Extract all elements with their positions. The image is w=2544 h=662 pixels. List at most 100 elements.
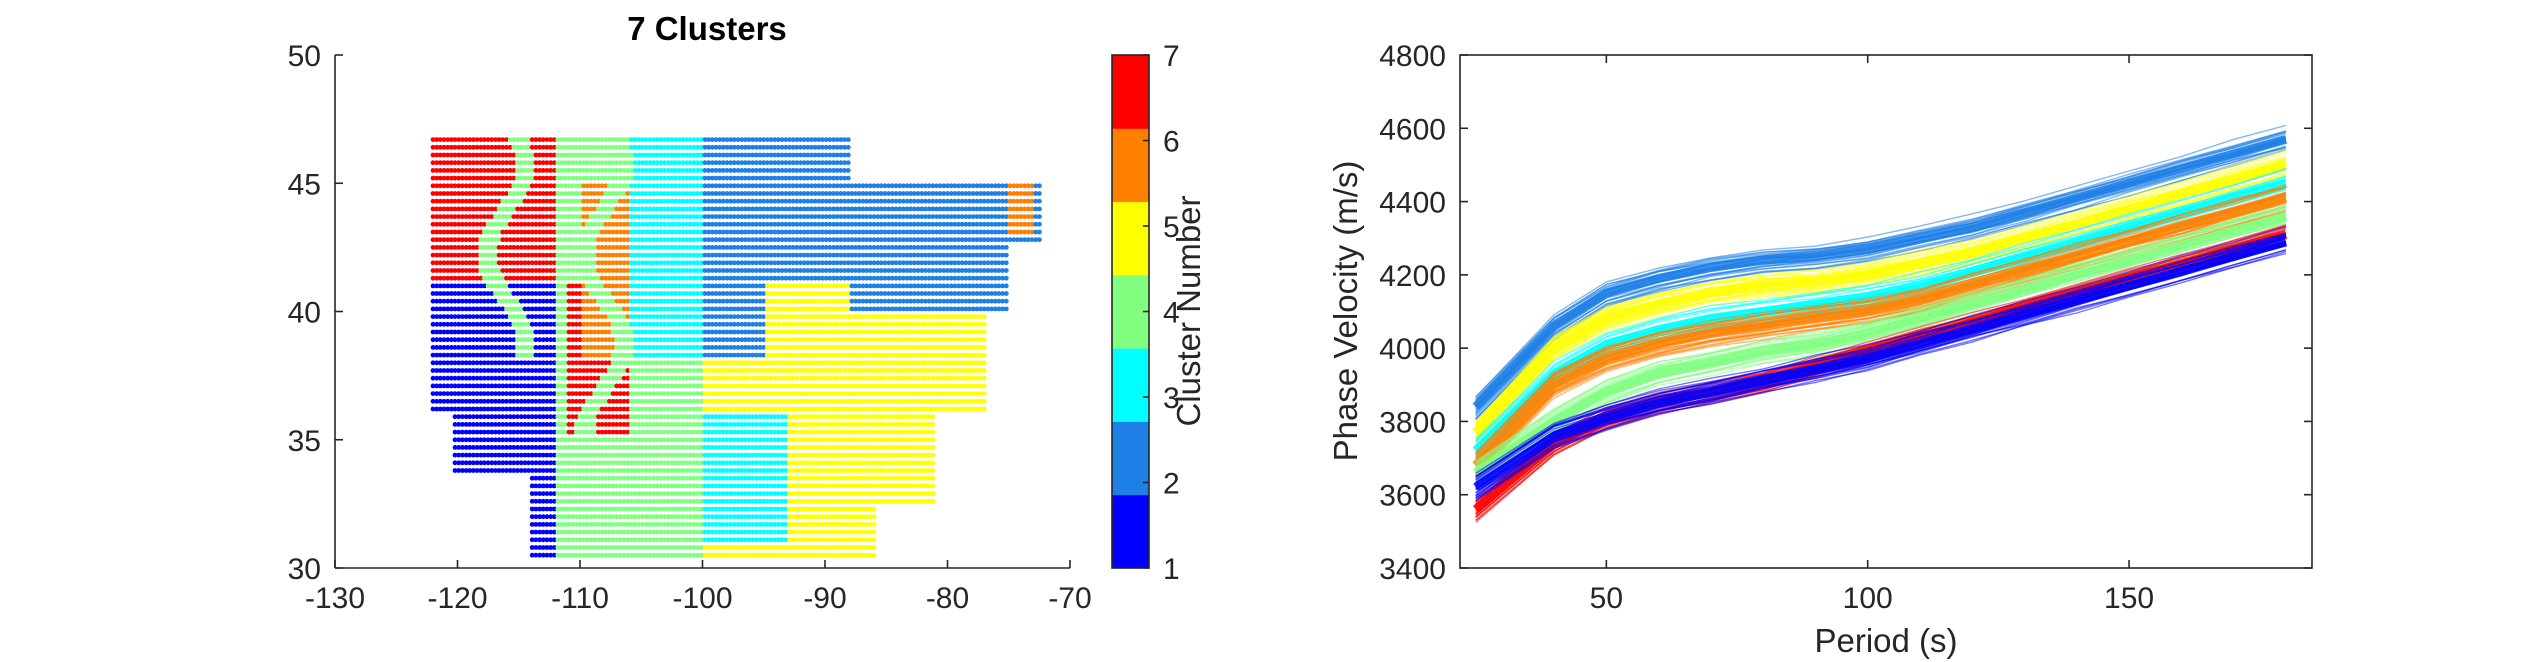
map-point	[610, 514, 616, 520]
map-point	[761, 545, 767, 550]
map-point	[647, 491, 653, 496]
map-point	[618, 522, 623, 527]
map-point	[724, 537, 730, 543]
map-point	[603, 529, 609, 535]
map-point	[820, 545, 825, 550]
map-point	[596, 498, 601, 504]
map-point	[669, 537, 675, 543]
map-point	[735, 498, 741, 504]
map-point	[787, 545, 792, 550]
map-point	[981, 329, 987, 335]
map-point	[669, 498, 675, 504]
map-point	[540, 506, 546, 512]
map-point	[783, 491, 789, 496]
map-point	[559, 529, 564, 535]
map-point	[798, 552, 803, 558]
map-point	[632, 514, 638, 520]
map-point	[691, 552, 697, 558]
map-point	[772, 506, 778, 512]
map-point	[790, 522, 796, 527]
map-point	[845, 491, 851, 496]
map-point	[728, 506, 734, 512]
map-point	[860, 498, 866, 504]
map-point	[724, 552, 730, 558]
map-point	[849, 506, 855, 512]
map-point	[713, 491, 719, 496]
map-point	[728, 498, 734, 504]
map-point	[787, 514, 792, 520]
map-point	[901, 491, 906, 496]
map-point	[709, 498, 715, 504]
map-point	[823, 552, 829, 558]
map-point	[533, 514, 539, 520]
map-point	[544, 545, 550, 550]
map-point	[559, 491, 564, 496]
map-point	[750, 498, 756, 504]
map-point	[761, 506, 767, 512]
map-point	[607, 529, 612, 535]
map-point	[761, 537, 767, 543]
map-point	[570, 545, 575, 550]
map-point	[687, 498, 693, 504]
map-point	[662, 545, 667, 550]
map-point	[713, 545, 719, 550]
map-point	[599, 552, 605, 558]
map-point	[643, 537, 649, 543]
map-point	[981, 337, 987, 343]
map-point	[853, 545, 858, 550]
map-point	[632, 552, 638, 558]
map-point	[544, 537, 550, 543]
map-point	[809, 506, 814, 512]
map-point	[537, 545, 542, 550]
map-point	[779, 498, 785, 504]
map-point	[827, 545, 833, 550]
map-point	[849, 529, 855, 535]
map-point	[856, 529, 862, 535]
map-point	[643, 522, 649, 527]
map-point	[757, 529, 763, 535]
map-point	[562, 522, 568, 527]
map-point	[614, 552, 620, 558]
map-point	[632, 545, 638, 550]
map-point	[647, 522, 653, 527]
map-point	[577, 529, 583, 535]
map-point	[687, 552, 693, 558]
map-point	[562, 498, 568, 504]
map-point	[695, 514, 700, 520]
map-point	[662, 491, 667, 496]
map-point	[625, 498, 631, 504]
map-point	[871, 506, 877, 512]
map-point	[640, 491, 645, 496]
map-point	[551, 483, 557, 489]
map-point	[562, 545, 568, 550]
map-point	[702, 498, 708, 504]
map-point	[533, 483, 539, 489]
map-point	[603, 498, 609, 504]
map-point	[570, 483, 575, 489]
map-point	[662, 552, 667, 558]
map-point	[621, 537, 627, 543]
map-point	[702, 552, 708, 558]
map-point	[845, 522, 851, 527]
map-point	[610, 552, 616, 558]
map-point	[684, 514, 689, 520]
map-point	[665, 522, 671, 527]
map-point	[691, 514, 697, 520]
map-point	[882, 491, 888, 496]
map-point	[823, 498, 829, 504]
map-point	[757, 514, 763, 520]
map-point	[768, 537, 774, 543]
map-point	[607, 514, 612, 520]
map-point	[845, 529, 851, 535]
map-point	[621, 552, 627, 558]
map-point	[698, 537, 704, 543]
map-point	[537, 506, 542, 512]
map-point	[867, 545, 873, 550]
map-point	[691, 506, 697, 512]
map-point	[768, 545, 774, 550]
map-point	[838, 491, 844, 496]
map-point	[618, 514, 623, 520]
map-point	[636, 537, 642, 543]
map-point	[728, 529, 734, 535]
map-point	[735, 537, 741, 543]
